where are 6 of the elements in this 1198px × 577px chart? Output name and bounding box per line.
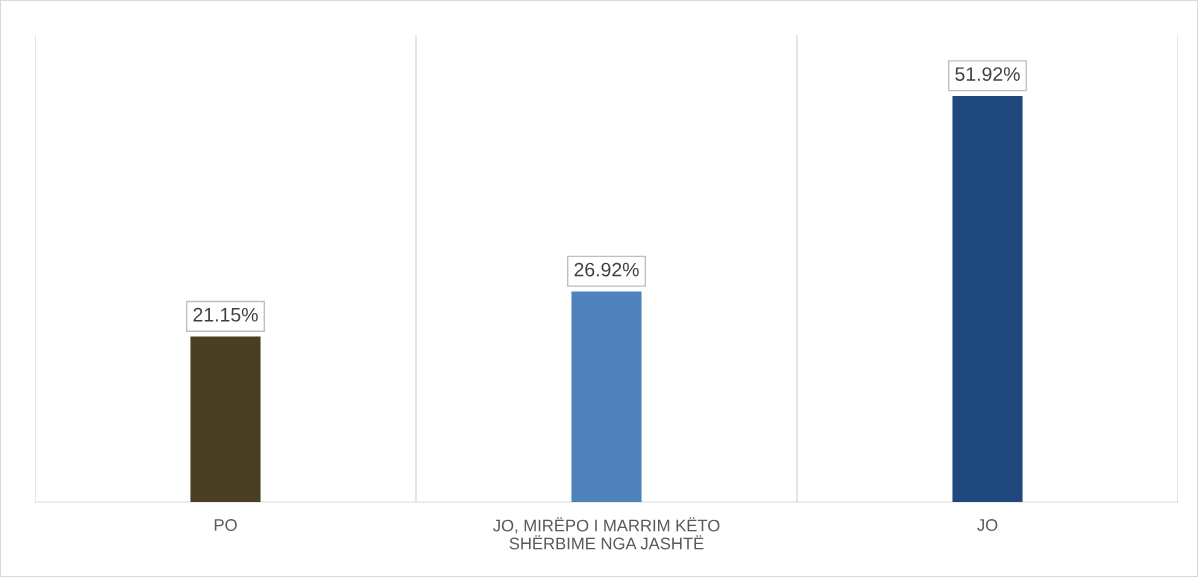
data-label: 26.92%: [574, 262, 639, 277]
x-tick-label: JO: [977, 519, 998, 531]
data-label: 21.15%: [193, 307, 258, 322]
data-label: 51.92%: [955, 67, 1020, 81]
x-tick-label: JO, MIRËPO I MARRIM KËTO SHËRBIME NGA JASHTË: [493, 517, 720, 550]
x-tick-label: PO: [214, 519, 237, 531]
